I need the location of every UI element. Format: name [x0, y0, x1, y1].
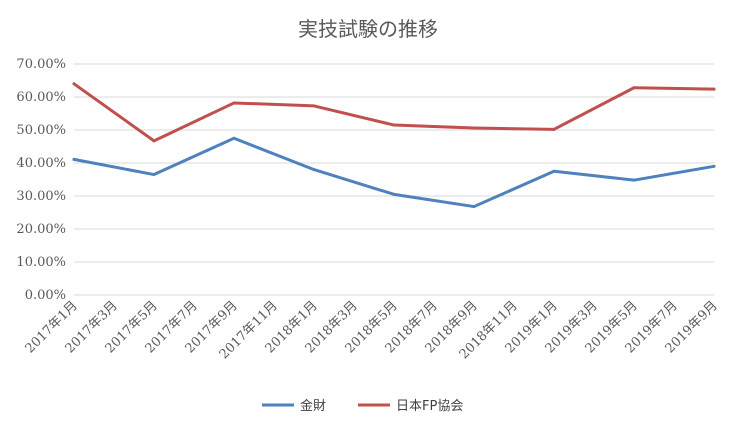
series-1-point — [232, 136, 236, 140]
series-1-point — [392, 192, 396, 196]
series-1-point — [712, 164, 716, 168]
x-axis-labels: 2017年1月2017年3月2017年5月2017年7月2017年9月2017年… — [23, 298, 721, 362]
y-tick-label: 20.00% — [16, 222, 66, 237]
series-1-point — [632, 178, 636, 182]
series-2-point — [472, 126, 476, 130]
series-lines — [72, 82, 716, 209]
series-1-point — [472, 205, 476, 209]
series-1-point — [72, 157, 76, 161]
series-1-point — [312, 168, 316, 172]
y-axis-labels: 0.00% 10.00% 20.00% 30.00% 40.00% 50.00% 60.00… — [16, 57, 66, 303]
y-tick-label: 0.00% — [25, 288, 66, 303]
series-2-point — [632, 86, 636, 90]
series-2-point — [72, 82, 76, 86]
y-tick-label: 40.00% — [16, 156, 66, 171]
series-2-point — [392, 123, 396, 127]
grid-lines — [74, 63, 714, 296]
series-2-point — [232, 101, 236, 105]
y-tick-label: 60.00% — [16, 90, 66, 105]
legend: 金財 日本FP協会 — [262, 398, 463, 414]
legend-label-1: 金財 — [300, 398, 326, 414]
series-line-2 — [72, 82, 716, 143]
y-tick-label: 70.00% — [16, 57, 66, 72]
series-2-point — [712, 87, 716, 91]
legend-label-2: 日本FP協会 — [396, 399, 463, 414]
chart-title: 実技試験の推移 — [298, 17, 438, 41]
series-2-point — [152, 139, 156, 143]
y-tick-label: 30.00% — [16, 189, 66, 204]
series-1-point — [552, 169, 556, 173]
series-1-point — [152, 173, 156, 177]
y-tick-label: 10.00% — [16, 255, 66, 270]
y-tick-label: 50.00% — [16, 123, 66, 138]
series-2-point — [312, 104, 316, 108]
series-2-point — [552, 127, 556, 131]
